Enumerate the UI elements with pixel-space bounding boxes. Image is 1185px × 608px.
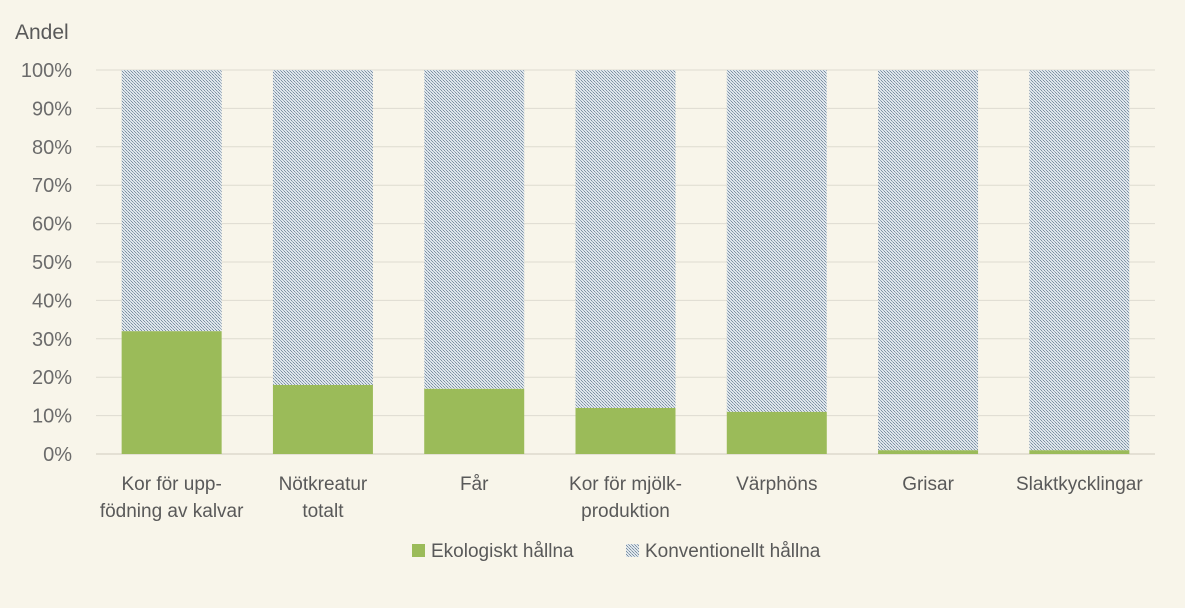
legend-label: Ekologiskt hållna xyxy=(431,541,574,562)
legend-swatch-konventionellt xyxy=(626,544,639,557)
x-category-label-line: Kor för mjölk- xyxy=(569,474,682,495)
bar-segment-konventionellt xyxy=(272,70,373,385)
x-category-label: Värphöns xyxy=(736,474,817,495)
bar-segment-ekologiskt xyxy=(878,450,979,454)
x-category-label-line: Slaktkycklingar xyxy=(1016,474,1143,495)
y-tick-label: 20% xyxy=(32,367,72,389)
y-tick-label: 80% xyxy=(32,137,72,159)
x-category-label-line: Värphöns xyxy=(736,474,817,495)
x-category-label: Kor för mjölk-produktion xyxy=(569,474,682,522)
x-category-label-line: produktion xyxy=(581,501,670,522)
bar-segment-ekologiskt xyxy=(424,388,525,454)
y-tick-label: 90% xyxy=(32,98,72,120)
y-axis-title: Andel xyxy=(15,21,69,44)
y-tick-label: 60% xyxy=(32,214,72,236)
x-category-label-line: födning av kalvar xyxy=(100,501,244,522)
bar-segment-konventionellt xyxy=(575,70,676,408)
x-category-label: Får xyxy=(460,474,489,495)
y-tick-label: 100% xyxy=(21,60,72,82)
legend-label: Konventionellt hållna xyxy=(645,541,821,562)
y-tick-label: 10% xyxy=(32,406,72,428)
y-tick-label: 40% xyxy=(32,290,72,312)
bar-segment-ekologiskt xyxy=(1029,450,1130,454)
legend-swatch-ekologiskt xyxy=(412,544,425,557)
y-axis-ticks: 0% 10% 20% 30% 40% 50% 60% 70% 80% 90% 100% xyxy=(21,60,72,466)
y-tick-label: 30% xyxy=(32,329,72,351)
y-tick-label: 0% xyxy=(43,444,72,466)
bar-segment-ekologiskt xyxy=(121,331,222,454)
bar-segment-konventionellt xyxy=(424,70,525,389)
x-category-label: Nötkreatur totalt xyxy=(279,474,368,522)
x-category-label: Slaktkycklingar xyxy=(1016,474,1143,495)
bar-segment-konventionellt xyxy=(726,70,827,412)
x-category-label-line: Får xyxy=(460,474,489,495)
x-category-label: Grisar xyxy=(902,474,954,495)
bars xyxy=(121,70,1130,454)
bar-segment-ekologiskt xyxy=(575,407,676,454)
bar-segment-ekologiskt xyxy=(726,411,827,454)
x-category-label-line: Nötkreatur xyxy=(279,474,368,495)
bar-segment-ekologiskt xyxy=(272,384,373,454)
x-axis-categories: Kor för upp-födning av kalvar Nötkreatur t… xyxy=(100,474,1144,522)
x-category-label-line: Grisar xyxy=(902,474,954,495)
y-tick-label: 70% xyxy=(32,175,72,197)
x-category-label: Kor för upp-födning av kalvar xyxy=(100,474,244,522)
x-category-label-line: Kor för upp- xyxy=(121,474,221,495)
x-category-label-line: totalt xyxy=(302,501,344,522)
legend: Ekologiskt hållna Konventionellt hållna xyxy=(412,541,821,562)
y-tick-label: 50% xyxy=(32,252,72,274)
bar-segment-konventionellt xyxy=(121,70,222,332)
bar-segment-konventionellt xyxy=(878,70,979,451)
bar-segment-konventionellt xyxy=(1029,70,1130,451)
